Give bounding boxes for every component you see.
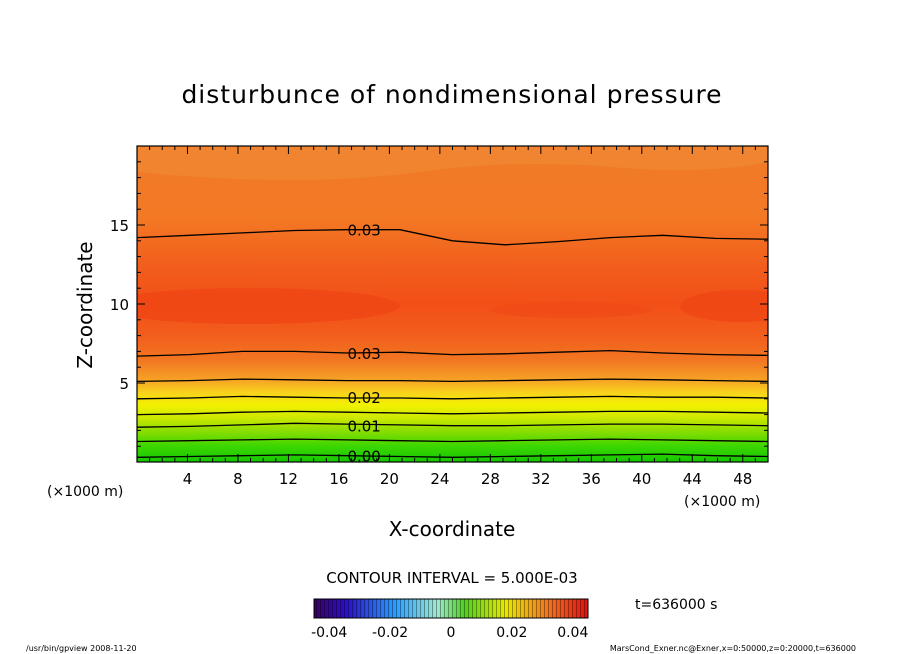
colorbar-ticks: -0.04 -0.02 0 0.02 0.04 xyxy=(311,625,588,641)
colorbar-tick-label: -0.02 xyxy=(372,625,408,641)
contour-lines xyxy=(137,229,768,458)
time-text: t=636000 s xyxy=(635,597,717,613)
x-unit-label: (×1000 m) xyxy=(684,494,760,510)
footer-left: /usr/bin/gpview 2008-11-20 xyxy=(26,644,137,653)
z-axis-label: Z-coordinate xyxy=(73,241,97,368)
x-tick-label: 24 xyxy=(430,470,449,488)
z-tick-label: 5 xyxy=(119,375,129,393)
contour-line-3 xyxy=(137,410,768,416)
footer-right: MarsCond_Exner.nc@Exner,x=0:50000,z=0:20… xyxy=(610,644,856,653)
colorbar: -0.04 -0.02 0 0.02 0.04 xyxy=(311,598,589,641)
x-tick-label: 12 xyxy=(279,470,298,488)
colorbar-frame xyxy=(313,598,589,619)
upper-band-light xyxy=(137,146,768,180)
x-tick-label: 20 xyxy=(380,470,399,488)
colorbar-tick-label: 0 xyxy=(447,625,456,641)
x-axis-label: X-coordinate xyxy=(389,517,516,541)
colorbar-tick-label: -0.04 xyxy=(311,625,347,641)
contour-label: 0.03 xyxy=(347,222,380,240)
contour-label: 0.03 xyxy=(347,345,380,363)
contour-labels: 0.03 0.03 0.02 0.01 0.00 xyxy=(347,222,380,466)
x-tick-label: 40 xyxy=(632,470,651,488)
z-tick-label: 10 xyxy=(110,296,129,314)
contour-interval-text: CONTOUR INTERVAL = 5.000E-03 xyxy=(326,569,577,587)
colorbar-hatch xyxy=(314,599,588,618)
x-tick-label: 8 xyxy=(233,470,243,488)
contour-label: 0.01 xyxy=(347,418,380,436)
colorbar-tick-label: 0.02 xyxy=(496,625,527,641)
colorbar-tick-label: 0.04 xyxy=(557,625,588,641)
contour-line-4 xyxy=(137,395,768,400)
x-tick-label: 4 xyxy=(183,470,193,488)
x-tick-label: 32 xyxy=(531,470,550,488)
x-tick-label: 48 xyxy=(733,470,752,488)
contour-line-5 xyxy=(137,378,768,383)
contour-label: 0.00 xyxy=(347,448,380,466)
contour-label: 0.02 xyxy=(347,389,380,407)
contour-line-1 xyxy=(137,438,768,443)
contour-line-7 xyxy=(137,229,768,246)
contour-field xyxy=(137,146,768,462)
contour-line-0 xyxy=(137,453,768,458)
z-unit-label: (×1000 m) xyxy=(47,484,123,500)
x-tick-label: 16 xyxy=(329,470,348,488)
pressure-max-blob-left xyxy=(137,288,400,324)
z-tick-label: 15 xyxy=(110,217,129,235)
x-tick-label: 28 xyxy=(481,470,500,488)
chart-title: disturbunce of nondimensional pressure xyxy=(181,80,722,109)
x-tick-label: 36 xyxy=(582,470,601,488)
contour-line-2 xyxy=(137,422,768,428)
pressure-max-blob-right xyxy=(680,290,768,322)
x-tick-label: 44 xyxy=(683,470,702,488)
pressure-max-blob-center xyxy=(490,302,650,318)
contour-line-6 xyxy=(137,349,768,357)
